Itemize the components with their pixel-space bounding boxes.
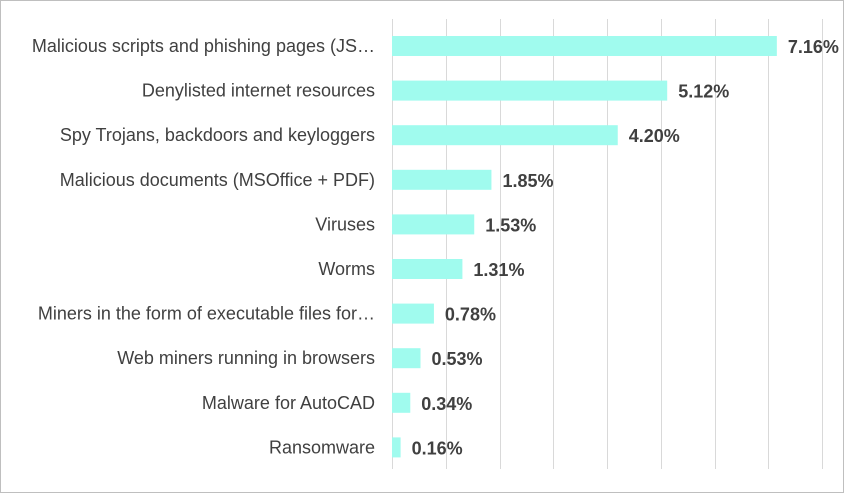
category-label: Denylisted internet resources [142, 81, 375, 101]
bar [392, 80, 668, 101]
data-label: 0.16% [412, 438, 463, 458]
data-label: 5.12% [678, 82, 729, 102]
data-label: 1.85% [502, 171, 553, 191]
bar-layer [392, 36, 777, 458]
category-label: Worms [318, 259, 375, 279]
data-label: 0.34% [421, 394, 472, 414]
data-label: 1.31% [473, 260, 524, 280]
bar [392, 36, 777, 56]
category-label: Ransomware [269, 437, 375, 457]
bar [392, 392, 411, 413]
bar [392, 437, 401, 458]
bar [392, 125, 618, 146]
data-label: 4.20% [629, 126, 680, 146]
bar [392, 259, 463, 279]
bar [392, 303, 434, 324]
data-label: 0.53% [431, 349, 482, 369]
bar [392, 214, 475, 235]
data-label: 0.78% [445, 305, 496, 325]
data-label: 1.53% [485, 215, 536, 235]
category-label: Viruses [315, 214, 375, 234]
category-label: Malicious documents (MSOffice + PDF) [60, 170, 375, 190]
bar [392, 169, 492, 190]
data-label: 7.16% [788, 37, 839, 57]
label-layer: Malicious scripts and phishing pages (JS… [32, 36, 839, 458]
category-label: Malware for AutoCAD [202, 393, 375, 413]
category-label: Web miners running in browsers [117, 348, 375, 368]
category-label: Miners in the form of executable files f… [38, 304, 375, 324]
category-label: Malicious scripts and phishing pages (JS… [32, 36, 375, 56]
bar [392, 348, 421, 369]
category-label: Spy Trojans, backdoors and keyloggers [60, 125, 375, 145]
